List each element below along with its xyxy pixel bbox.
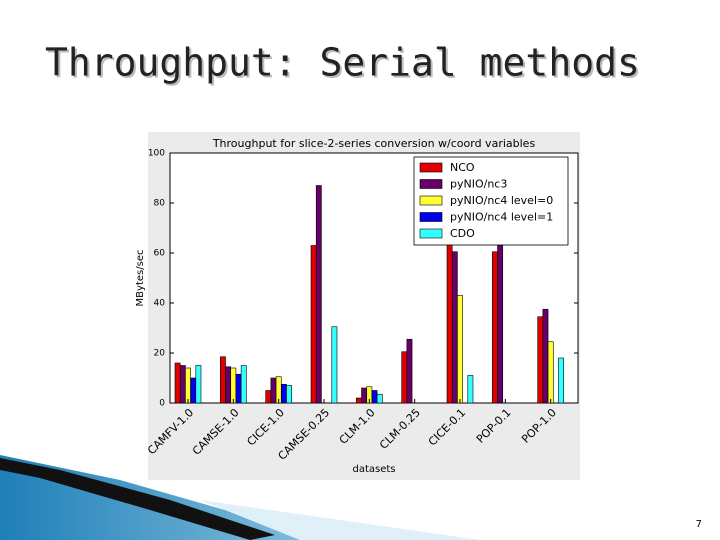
bar bbox=[265, 390, 272, 404]
page-number: 7 bbox=[696, 519, 702, 530]
legend-label: pyNIO/nc4 level=1 bbox=[450, 211, 553, 224]
bar bbox=[190, 377, 197, 404]
bar bbox=[356, 397, 362, 404]
bar bbox=[315, 185, 322, 404]
legend-label: pyNIO/nc4 level=0 bbox=[450, 194, 553, 207]
x-axis-label: datasets bbox=[352, 464, 395, 475]
bar bbox=[467, 375, 474, 404]
y-tick-label: 40 bbox=[154, 299, 166, 309]
bar bbox=[225, 366, 232, 404]
bar bbox=[451, 251, 458, 404]
decoration-light bbox=[200, 500, 480, 540]
legend-label: CDO bbox=[450, 227, 475, 240]
legend-swatch bbox=[419, 212, 443, 222]
bar bbox=[542, 308, 549, 404]
bar bbox=[401, 351, 408, 404]
slide-title: Throughput: Serial methods bbox=[45, 41, 640, 85]
bar bbox=[240, 365, 247, 404]
legend-swatch bbox=[419, 195, 443, 206]
y-tick-label: 0 bbox=[159, 399, 165, 409]
bar bbox=[230, 367, 237, 404]
slide-title-shadow: Throughput: Serial methods bbox=[47, 43, 642, 87]
y-tick-label: 60 bbox=[154, 249, 166, 259]
legend-swatch bbox=[419, 228, 443, 239]
decoration-stripe bbox=[0, 458, 275, 540]
bar bbox=[185, 367, 191, 404]
bar bbox=[371, 390, 378, 404]
bar bbox=[361, 387, 368, 404]
bar bbox=[179, 365, 186, 404]
bar bbox=[406, 338, 413, 404]
bar bbox=[174, 362, 181, 404]
chart-title: Throughput for slice-2-series conversion… bbox=[212, 137, 536, 150]
decoration-swoosh bbox=[0, 455, 480, 540]
bar bbox=[286, 385, 292, 404]
legend-label: NCO bbox=[450, 161, 475, 174]
legend-swatch bbox=[419, 162, 443, 173]
bar bbox=[235, 373, 242, 404]
bar bbox=[558, 357, 564, 404]
bar bbox=[537, 316, 544, 404]
y-tick-label: 100 bbox=[148, 149, 165, 159]
bar bbox=[497, 245, 504, 404]
legend-label: pyNIO/nc3 bbox=[450, 178, 507, 191]
legend-swatch bbox=[419, 179, 443, 189]
y-tick-label: 80 bbox=[154, 199, 166, 209]
bar bbox=[280, 383, 287, 404]
bar bbox=[310, 245, 317, 404]
bar bbox=[220, 356, 226, 404]
bar bbox=[331, 326, 338, 404]
bar bbox=[270, 377, 277, 404]
bar bbox=[492, 251, 498, 404]
y-tick-label: 20 bbox=[154, 349, 166, 359]
bar bbox=[457, 295, 463, 404]
bar bbox=[547, 341, 554, 404]
y-axis-label: MBytes/sec bbox=[135, 250, 146, 307]
bar bbox=[195, 365, 202, 404]
bar bbox=[376, 393, 383, 404]
bar bbox=[446, 240, 453, 404]
